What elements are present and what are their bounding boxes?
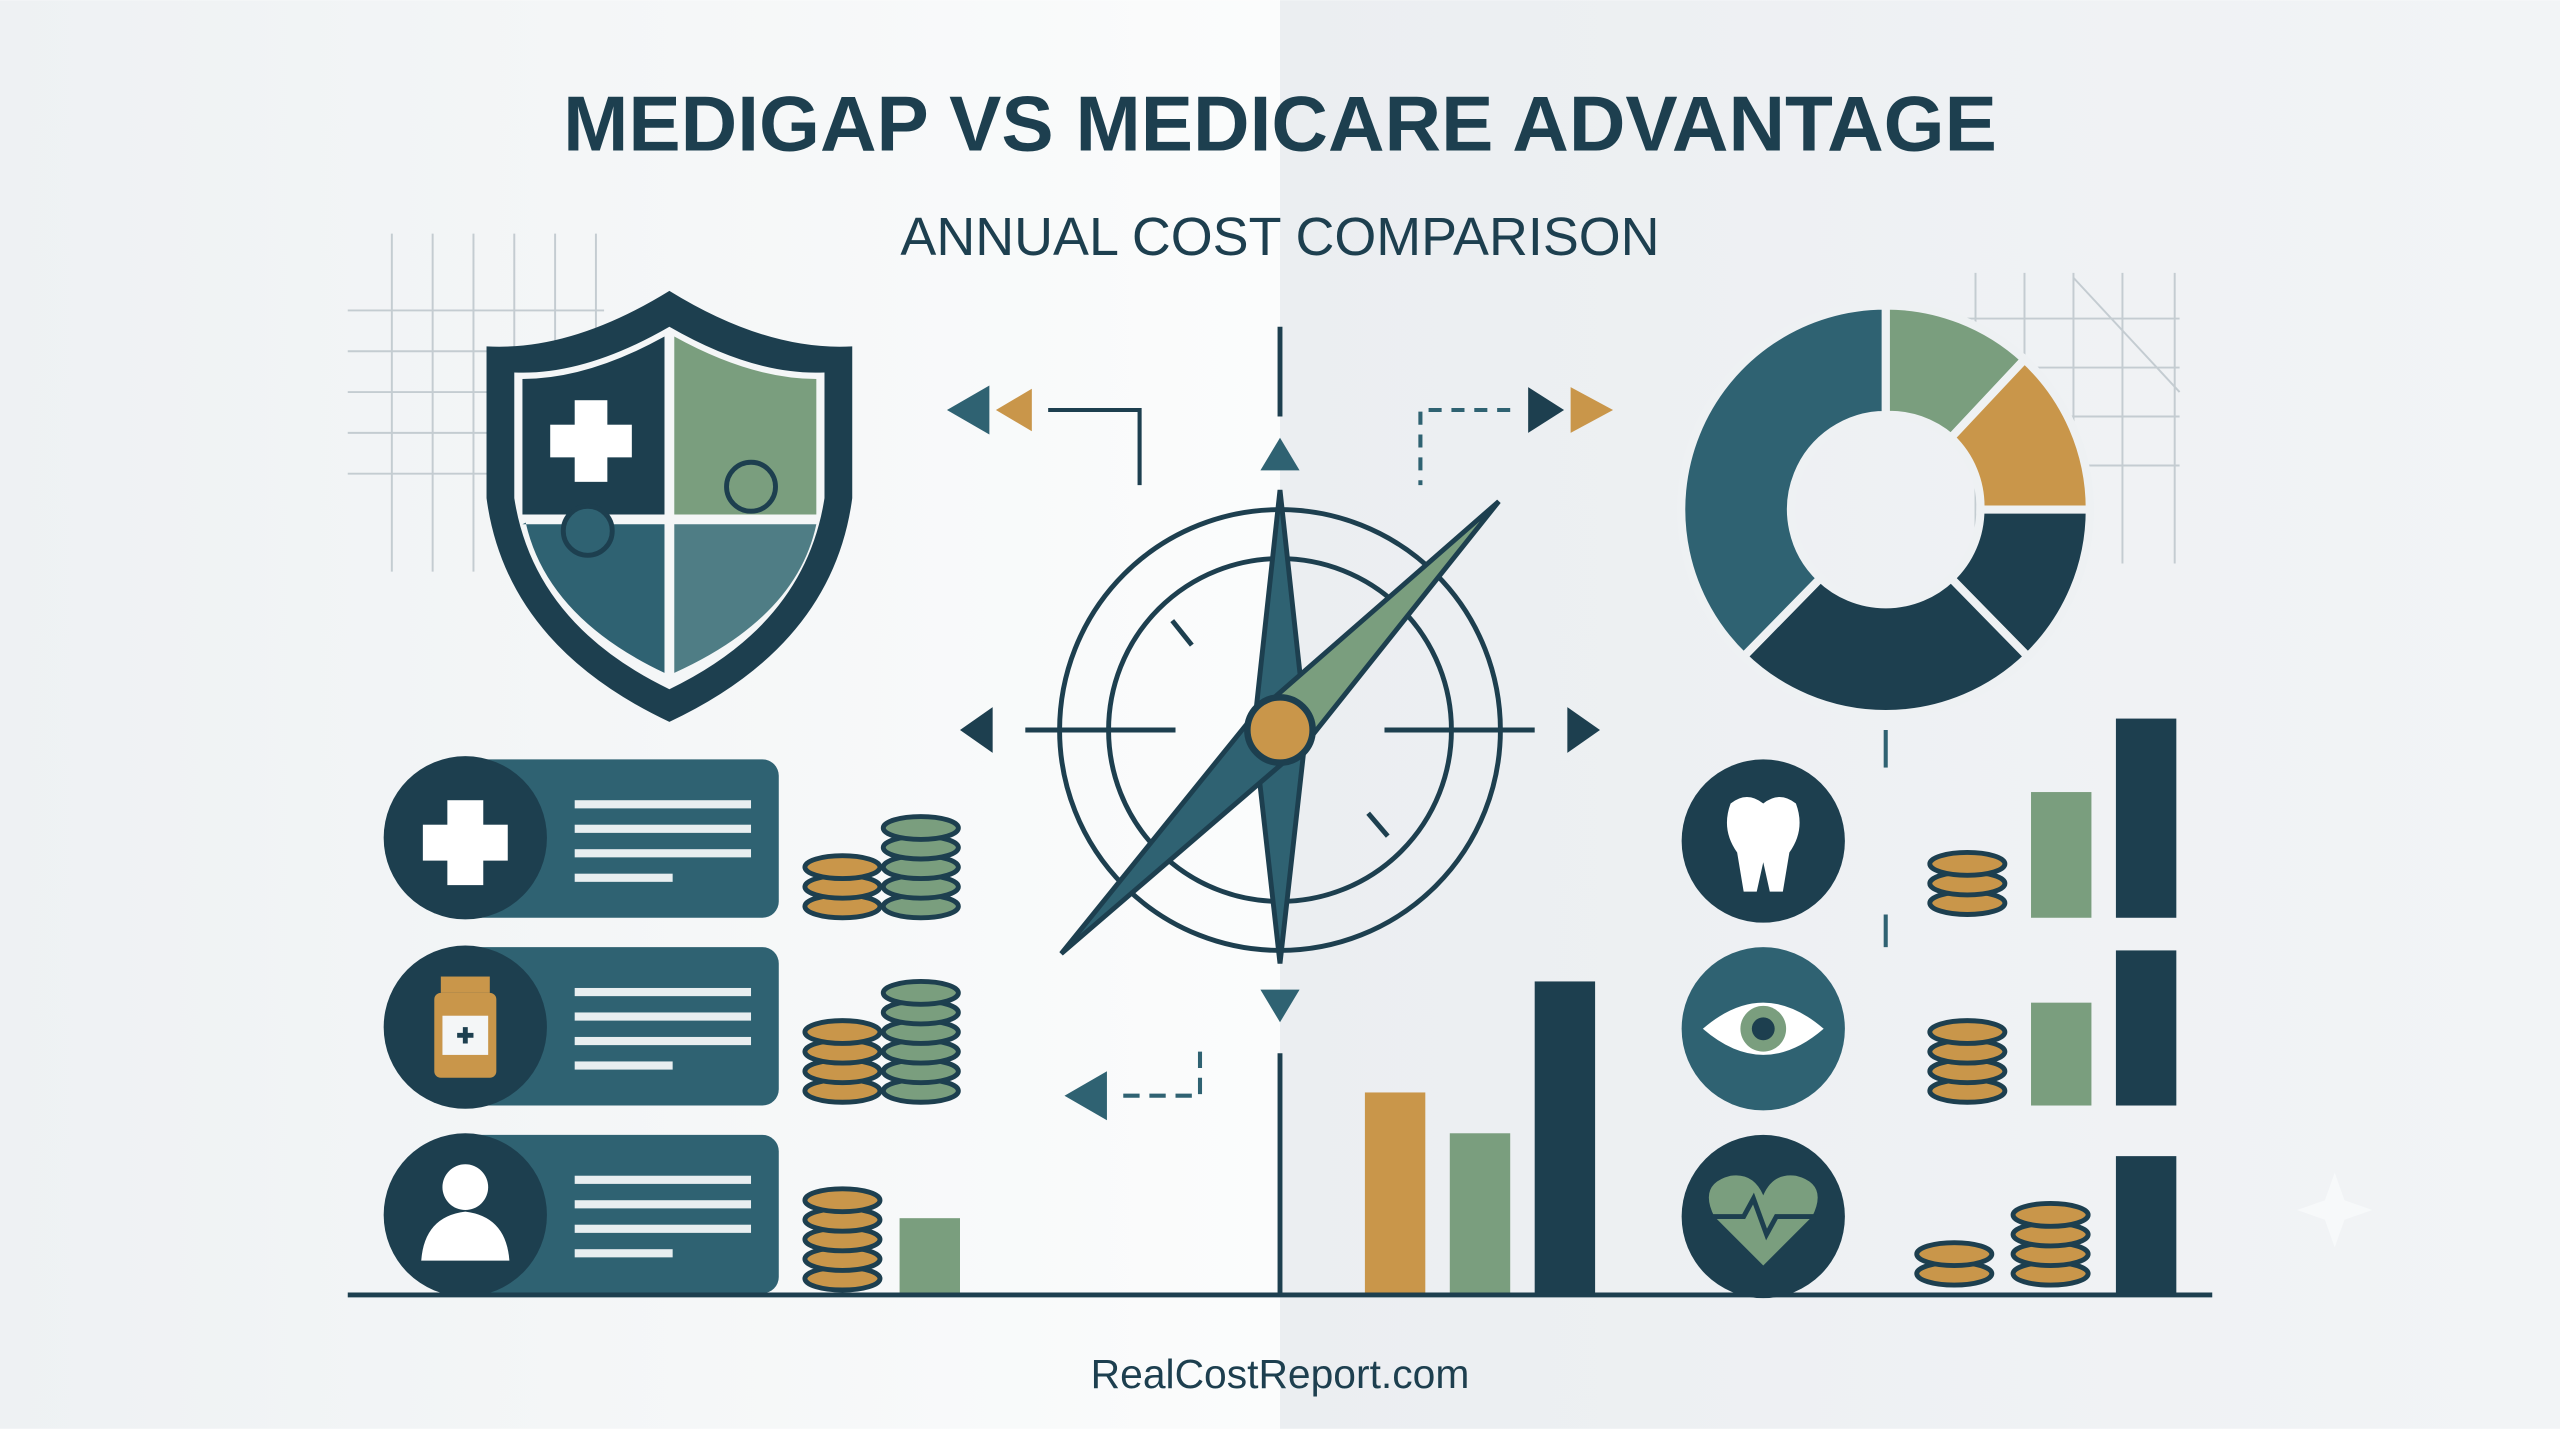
service-rows-part-part — [574, 873, 673, 882]
coin-stacks-part — [805, 856, 880, 879]
donut-icon-part — [1737, 572, 2034, 719]
service-rows-part — [422, 824, 508, 861]
service-rows-part-part — [574, 800, 752, 809]
compass-icon-part — [960, 707, 993, 753]
decorative-bars — [899, 718, 2177, 1295]
compass-icon-part — [1567, 707, 1600, 753]
arrows-part — [1418, 407, 1511, 486]
coin-stacks-part — [1917, 1243, 1992, 1266]
coin-stacks-part — [1930, 852, 2005, 875]
compass-icon — [960, 326, 1600, 1295]
coin-stacks-part — [883, 817, 958, 840]
service-rows-part — [574, 800, 752, 1258]
shield-icon-part — [724, 459, 778, 514]
compass-icon-part — [1260, 989, 1300, 1023]
title: MEDIGAP VS MEDICARE ADVANTAGE — [563, 79, 1997, 167]
shield-icon-part — [522, 522, 665, 673]
arrows-part — [946, 385, 990, 435]
decorative-bars-part — [1364, 1092, 1426, 1295]
shield-icon — [486, 290, 853, 722]
sparkle — [2297, 1172, 2373, 1248]
service-rows-part — [421, 1211, 510, 1261]
coin-stacks-part — [805, 1021, 880, 1044]
decorative-bars-part — [899, 1218, 960, 1295]
compass-icon-part — [1244, 694, 1316, 766]
service-rows-part-part — [574, 1012, 752, 1021]
shield-icon-part — [560, 503, 615, 558]
shield-icon-part — [674, 524, 817, 673]
decorative-bars-part — [2031, 792, 2092, 918]
shield-icon-part — [550, 424, 632, 458]
arrows-part — [1570, 387, 1614, 433]
donut-icon — [1677, 301, 2094, 719]
coin-stacks-part — [805, 1189, 880, 1212]
service-rows-part-part — [574, 987, 752, 997]
compass-icon-part — [1366, 811, 1390, 838]
benefit-icons-part — [1711, 1192, 1816, 1241]
service-rows — [383, 756, 779, 1297]
arrows — [946, 385, 1888, 1121]
service-rows-part — [442, 1164, 489, 1211]
service-rows-part — [457, 1027, 474, 1044]
benefit-icons — [1681, 759, 1845, 1299]
benefit-icons-part — [1726, 796, 1800, 892]
donut-icon-part — [1945, 353, 2094, 514]
arrows-part — [995, 388, 1032, 432]
decorative-bars-part — [2031, 1002, 2092, 1106]
service-rows-part — [440, 976, 490, 993]
compass-icon-part — [1170, 619, 1194, 647]
shield-icon-part — [674, 336, 817, 515]
grid-right-part — [2072, 277, 2181, 393]
service-rows-part-part — [574, 849, 752, 858]
coin-stacks-part — [2013, 1203, 2088, 1226]
service-rows-part-part — [574, 1175, 752, 1184]
footer-text: RealCostReport.com — [1091, 1351, 1470, 1397]
arrows-part — [1064, 1071, 1107, 1121]
arrows-part — [1528, 387, 1565, 433]
decorative-bars-part — [2115, 718, 2177, 918]
subtitle: ANNUAL COST COMPARISON — [900, 207, 1659, 267]
service-rows-part-part — [574, 1249, 673, 1258]
decorative-bars-part — [1449, 1133, 1511, 1295]
service-rows-part-part — [574, 1061, 673, 1070]
service-rows-part-part — [574, 824, 752, 833]
arrows-part — [1123, 1048, 1203, 1098]
service-rows-part-part — [574, 1224, 752, 1233]
decorative-bars-part — [2115, 950, 2177, 1106]
decorative-bars-part — [2115, 1156, 2177, 1295]
service-rows-part-part — [574, 1036, 752, 1046]
coin-stacks-part — [1930, 1021, 2005, 1044]
service-rows-part-part — [574, 1200, 752, 1209]
coin-stacks-part — [883, 981, 958, 1004]
benefit-icons-part — [1751, 1017, 1775, 1041]
donut-icon-part — [1677, 301, 1890, 663]
decorative-bars-part — [1534, 981, 1596, 1295]
compass-icon-part — [1260, 437, 1300, 471]
arrows-part — [1048, 407, 1142, 486]
